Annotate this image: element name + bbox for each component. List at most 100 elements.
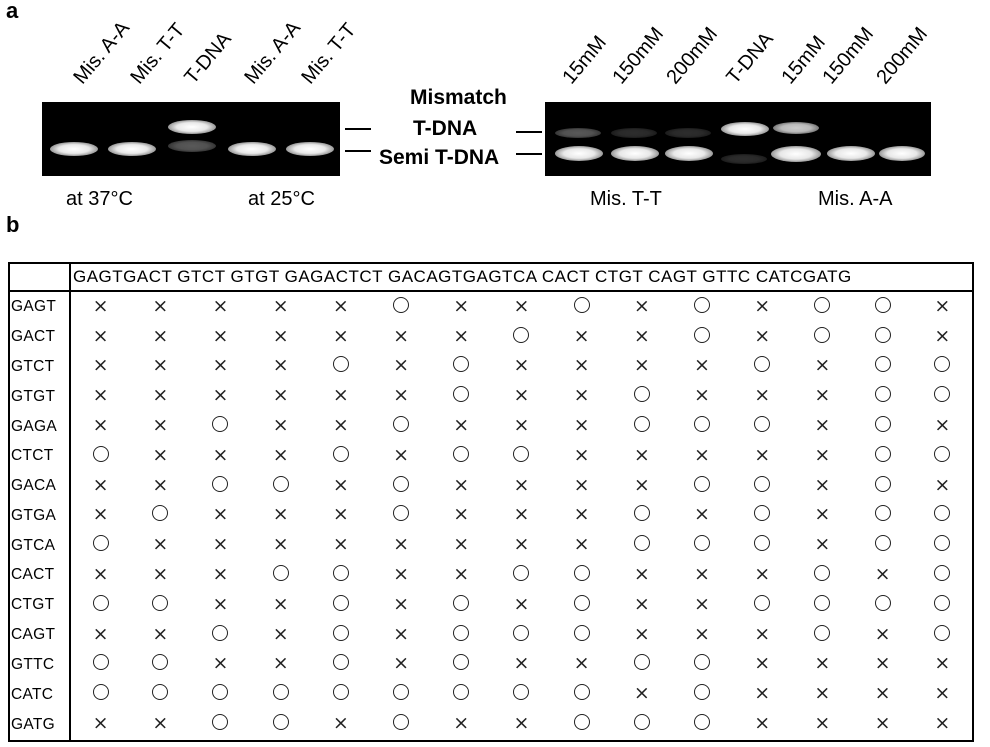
circle-mark-icon [754, 594, 771, 611]
cross-mark-cell: × [913, 650, 973, 680]
circle-mark-cell [371, 471, 431, 501]
cross-mark-cell: × [612, 590, 672, 620]
cross-mark-cell: × [251, 441, 311, 471]
cross-mark-icon: × [393, 562, 409, 585]
circle-mark-cell [130, 590, 190, 620]
circle-mark-icon [633, 416, 650, 432]
cross-mark-cell: × [732, 561, 792, 591]
cross-mark-icon: × [272, 533, 289, 556]
circle-mark-cell [732, 352, 792, 382]
circle-mark-cell [70, 531, 130, 561]
row-label: GTCA [9, 530, 71, 561]
cross-mark-cell: × [70, 291, 130, 322]
cross-mark-cell: × [792, 680, 852, 710]
cross-mark-icon: × [633, 443, 650, 466]
circle-mark-cell [431, 352, 491, 382]
cross-mark-icon: × [694, 384, 710, 407]
circle-mark-icon [513, 445, 530, 462]
cross-mark-icon: × [212, 533, 229, 556]
cross-mark-cell: × [431, 471, 491, 501]
cross-mark-cell: × [190, 291, 250, 322]
cross-mark-icon: × [814, 473, 831, 496]
cross-mark-cell: × [792, 441, 852, 471]
circle-mark-cell [431, 680, 491, 710]
cross-mark-cell: × [732, 322, 792, 352]
cross-mark-cell: × [672, 352, 732, 382]
circle-mark-icon [152, 654, 169, 671]
circle-mark-icon [453, 624, 470, 641]
cross-mark-icon: × [633, 592, 650, 615]
cross-mark-cell: × [251, 620, 311, 650]
cross-mark-icon: × [453, 562, 470, 585]
cross-mark-cell: × [672, 501, 732, 531]
circle-mark-icon [393, 296, 410, 313]
right-gel-lane-label-6: 150mM [818, 23, 879, 89]
cross-mark-icon: × [92, 294, 109, 317]
cross-mark-icon: × [814, 712, 831, 735]
circle-mark-cell [672, 531, 732, 561]
cross-mark-cell: × [371, 531, 431, 561]
left-gel-lane-label-4: Mis. A-A [240, 17, 306, 89]
cross-mark-cell: × [913, 322, 973, 352]
cross-mark-icon: × [573, 384, 590, 407]
circle-mark-icon [272, 714, 289, 731]
cross-mark-cell: × [70, 471, 130, 501]
cross-mark-icon: × [754, 324, 771, 347]
circle-mark-cell [732, 412, 792, 442]
circle-mark-cell [251, 561, 311, 591]
cross-mark-icon: × [633, 294, 650, 317]
cross-mark-icon: × [332, 473, 349, 496]
circle-mark-icon [874, 326, 891, 343]
cross-mark-icon: × [453, 503, 470, 526]
circle-mark-cell [251, 471, 311, 501]
circle-mark-icon [332, 445, 349, 462]
cross-mark-icon: × [754, 294, 771, 317]
cross-mark-cell: × [612, 561, 672, 591]
circle-mark-cell [732, 471, 792, 501]
row-label: CTCT [9, 441, 71, 472]
table-row: GACT × × × × × × × × × × × [9, 322, 973, 353]
cross-mark-icon: × [934, 414, 951, 436]
circle-mark-cell [552, 590, 612, 620]
circle-mark-icon [272, 684, 289, 701]
cross-mark-cell: × [852, 680, 912, 710]
cross-mark-icon: × [694, 622, 710, 645]
cross-mark-icon: × [754, 443, 771, 466]
circle-mark-icon [934, 505, 951, 522]
cross-mark-icon: × [754, 682, 771, 705]
gel-band [611, 146, 659, 161]
circle-mark-cell [371, 291, 431, 322]
cross-mark-cell: × [130, 471, 190, 501]
circle-mark-cell [732, 501, 792, 531]
circle-mark-icon [934, 564, 951, 581]
cross-mark-cell: × [612, 441, 672, 471]
cross-mark-cell: × [792, 382, 852, 412]
cross-mark-icon: × [513, 294, 530, 317]
circle-mark-icon [272, 475, 289, 492]
cross-mark-icon: × [754, 384, 771, 407]
cross-mark-cell: × [491, 382, 551, 412]
gel-band [108, 142, 156, 156]
circle-mark-icon [693, 326, 710, 343]
circle-mark-icon [874, 505, 891, 522]
cross-mark-icon: × [513, 414, 530, 436]
cross-mark-icon: × [573, 533, 590, 556]
cross-mark-icon: × [874, 562, 891, 585]
circle-mark-cell [852, 590, 912, 620]
cross-mark-icon: × [152, 533, 169, 556]
circle-mark-icon [513, 684, 530, 701]
cross-mark-icon: × [874, 622, 891, 645]
sequence-compatibility-table: GAGTGACT GTCT GTGT GAGACTCT GACAGTGAGTCA… [8, 262, 974, 742]
cross-mark-icon: × [393, 443, 409, 466]
cross-mark-icon: × [453, 294, 470, 317]
cross-mark-icon: × [272, 354, 289, 377]
right-gel-caption-tt: Mis. T-T [590, 188, 662, 210]
circle-mark-icon [212, 684, 229, 701]
row-label: GACT [9, 322, 71, 353]
circle-mark-cell [491, 441, 551, 471]
cross-mark-cell: × [431, 531, 491, 561]
cross-mark-cell: × [491, 710, 551, 741]
cross-mark-cell: × [792, 471, 852, 501]
cross-mark-cell: × [431, 710, 491, 741]
circle-mark-cell [431, 382, 491, 412]
